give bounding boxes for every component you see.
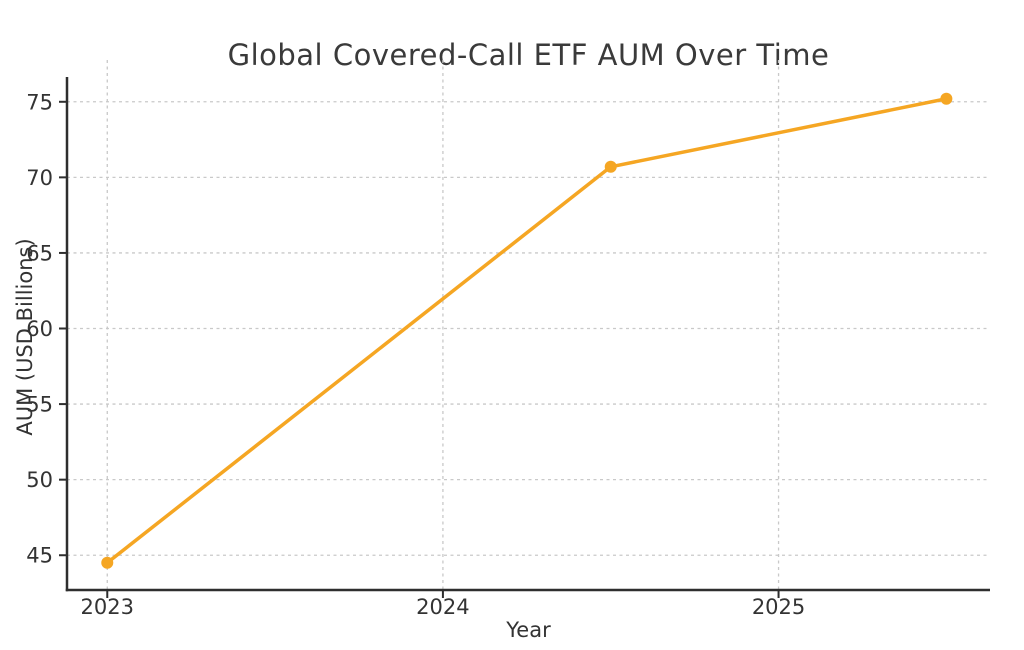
x-tick-label: 2024 xyxy=(416,595,469,619)
y-tick-label: 45 xyxy=(26,544,53,568)
y-tick-label: 50 xyxy=(26,468,53,492)
y-axis-label: AUM (USD Billions) xyxy=(13,238,37,436)
y-tick-label: 55 xyxy=(26,393,53,417)
chart-title: Global Covered-Call ETF AUM Over Time xyxy=(227,38,830,72)
data-point xyxy=(101,556,114,569)
data-point xyxy=(940,92,953,105)
x-tick-label: 2025 xyxy=(752,595,805,619)
y-tick-label: 60 xyxy=(26,317,53,341)
data-point xyxy=(604,160,617,173)
y-tick-label: 65 xyxy=(26,241,53,265)
y-tick-label: 70 xyxy=(26,166,53,190)
y-tick-label: 75 xyxy=(26,90,53,114)
x-axis-label: Year xyxy=(506,618,551,642)
x-tick-label: 2023 xyxy=(81,595,134,619)
data-line xyxy=(105,97,949,565)
